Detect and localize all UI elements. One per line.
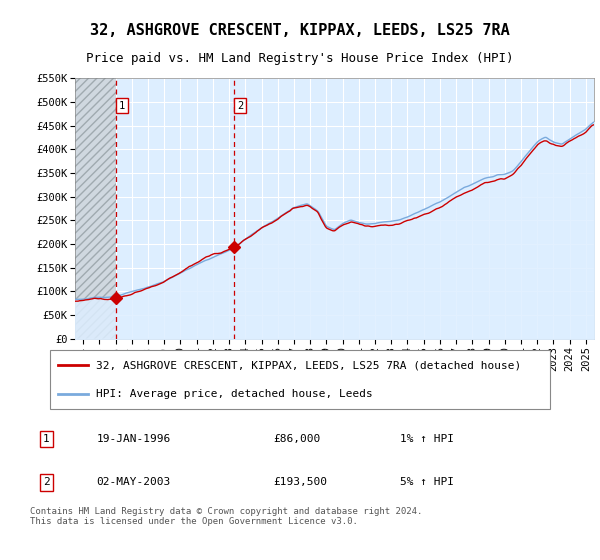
Text: 19-JAN-1996: 19-JAN-1996 (96, 434, 170, 444)
Text: 32, ASHGROVE CRESCENT, KIPPAX, LEEDS, LS25 7RA (detached house): 32, ASHGROVE CRESCENT, KIPPAX, LEEDS, LS… (96, 360, 521, 370)
Text: 1: 1 (119, 101, 125, 111)
Text: 5% ↑ HPI: 5% ↑ HPI (400, 477, 454, 487)
Text: HPI: Average price, detached house, Leeds: HPI: Average price, detached house, Leed… (96, 389, 373, 399)
Text: Contains HM Land Registry data © Crown copyright and database right 2024.
This d: Contains HM Land Registry data © Crown c… (30, 507, 422, 526)
Text: 2: 2 (43, 477, 50, 487)
Text: 02-MAY-2003: 02-MAY-2003 (96, 477, 170, 487)
Text: Price paid vs. HM Land Registry's House Price Index (HPI): Price paid vs. HM Land Registry's House … (86, 52, 514, 66)
Text: 1% ↑ HPI: 1% ↑ HPI (400, 434, 454, 444)
Bar (75, 78, 116, 339)
Text: £86,000: £86,000 (273, 434, 320, 444)
Text: 32, ASHGROVE CRESCENT, KIPPAX, LEEDS, LS25 7RA: 32, ASHGROVE CRESCENT, KIPPAX, LEEDS, LS… (90, 24, 510, 38)
Text: 1: 1 (43, 434, 50, 444)
Text: 2: 2 (237, 101, 243, 111)
Text: £193,500: £193,500 (273, 477, 327, 487)
FancyBboxPatch shape (50, 350, 550, 409)
